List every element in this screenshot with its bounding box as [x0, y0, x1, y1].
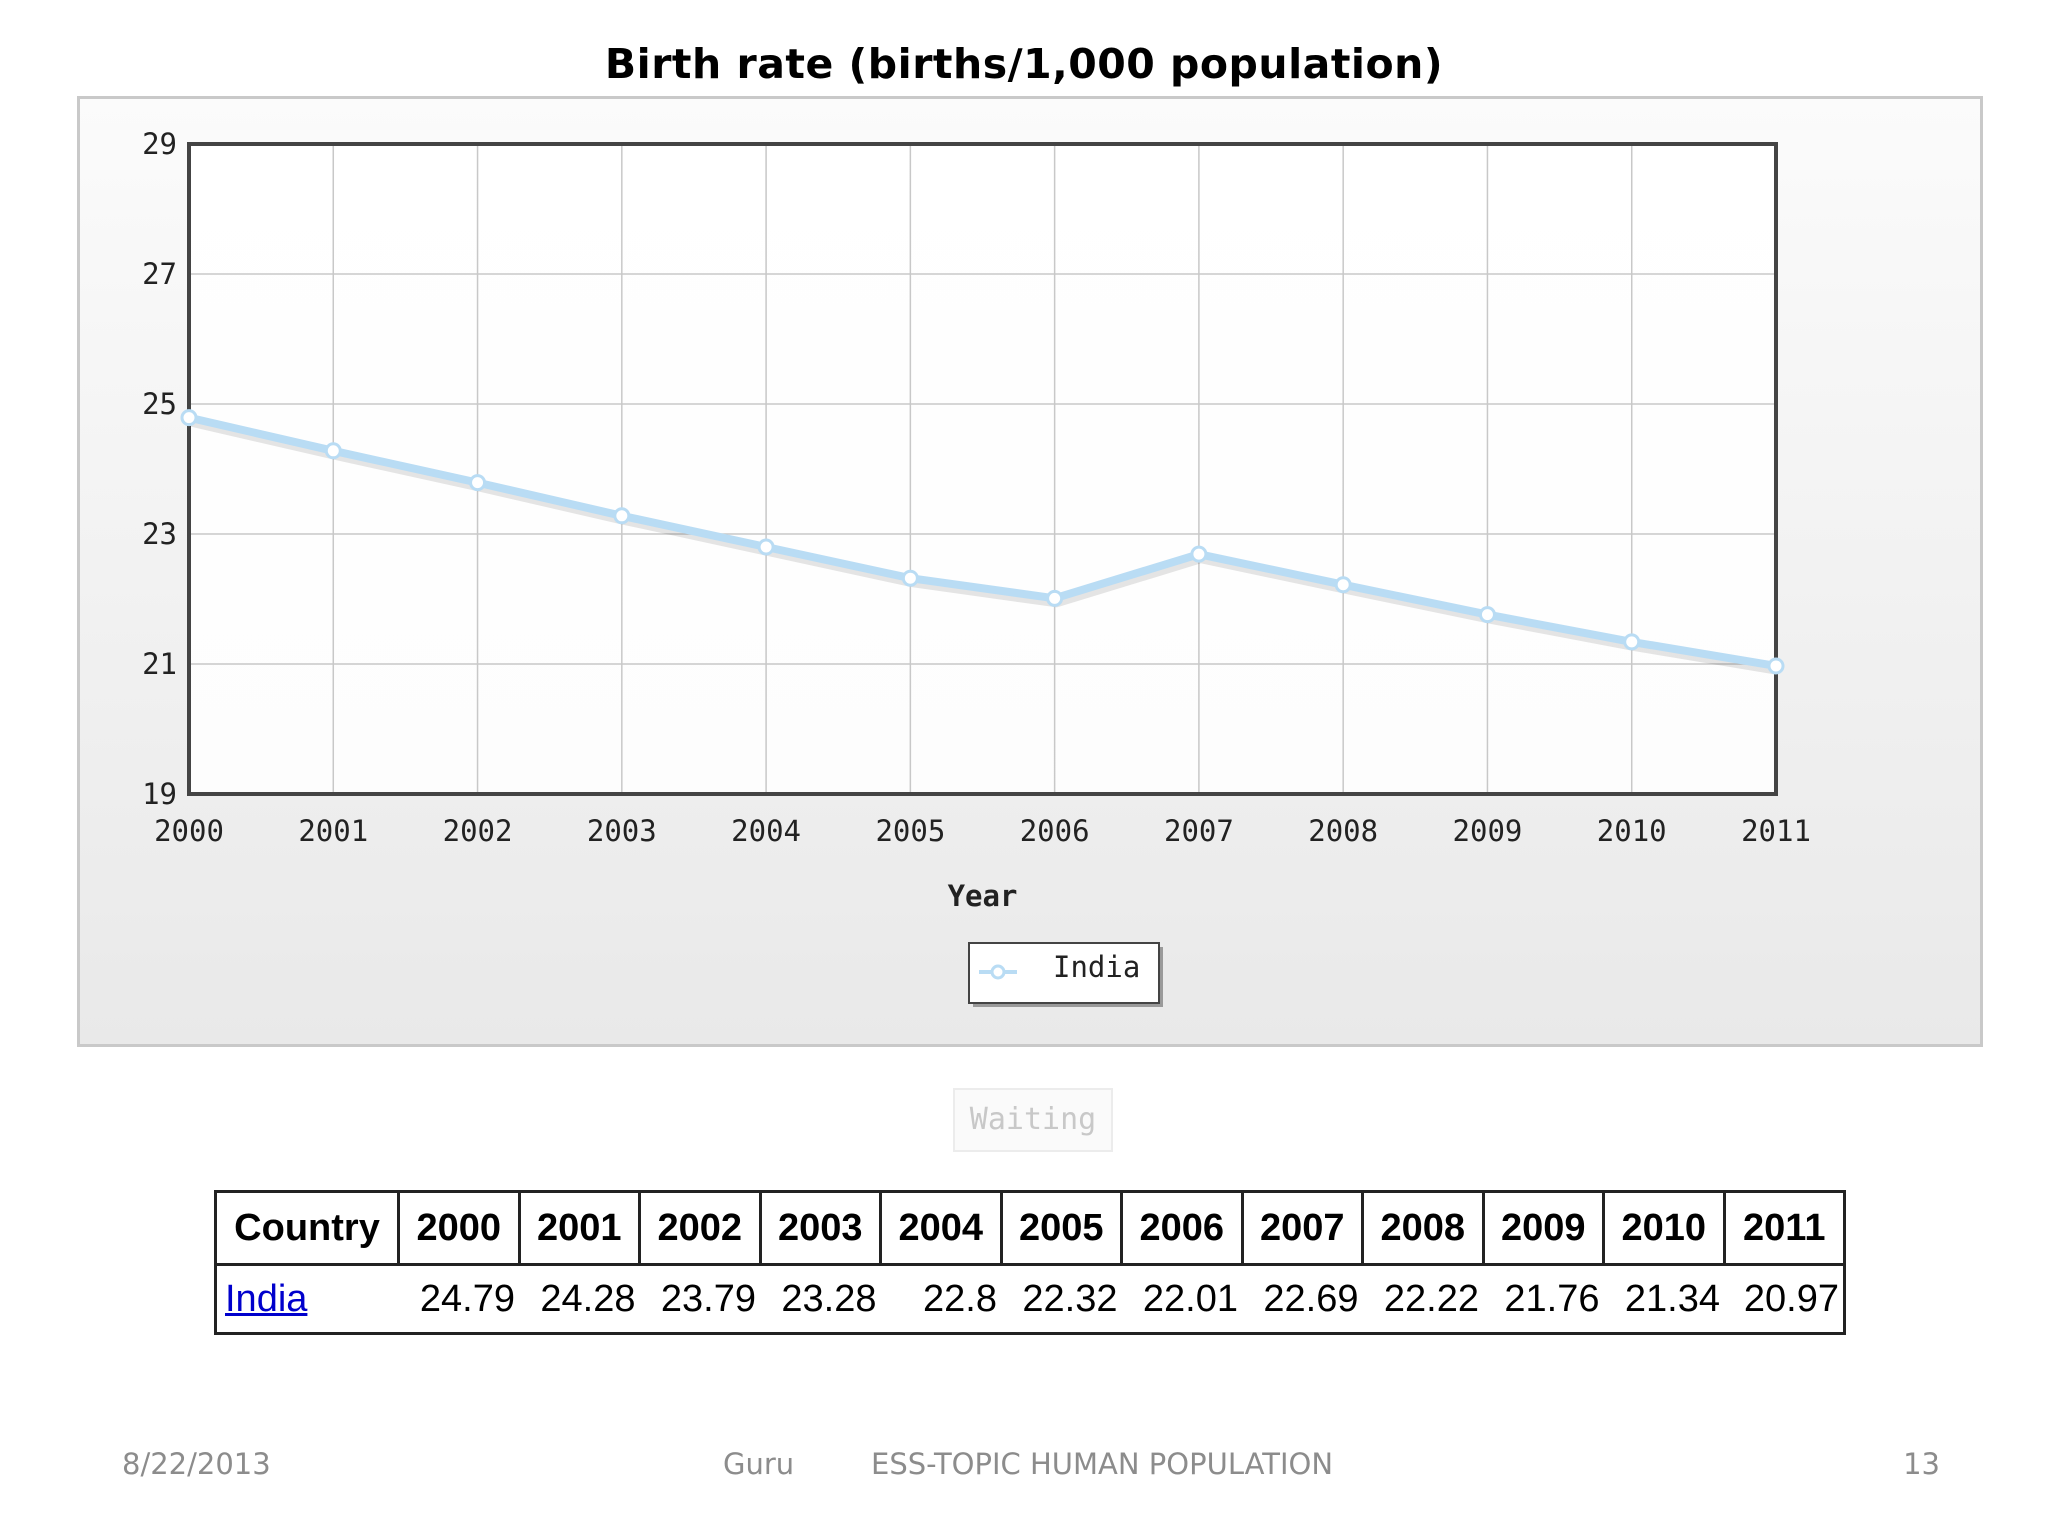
footer-date: 8/22/2013 — [122, 1447, 271, 1481]
footer-topic: ESS-TOPIC HUMAN POPULATION — [871, 1447, 1334, 1481]
x-tick-label: 2007 — [1164, 814, 1234, 848]
series-india — [180, 409, 1785, 675]
value-cell: 22.22 — [1383, 1277, 1479, 1320]
value-cell: 24.28 — [540, 1277, 636, 1320]
data-point — [1623, 633, 1641, 651]
chart-title: Birth rate (births/1,000 population) — [604, 40, 1444, 88]
chart-panel: 2000 2001 2002 2003 2004 2005 2006 2007 2008 2009… — [77, 96, 1983, 1047]
value-cell: 23.79 — [660, 1277, 756, 1320]
tick-labels: 2000 2001 2002 2003 2004 2005 2006 2007 2008 2009… — [142, 127, 1811, 848]
y-tick-label: 27 — [142, 257, 177, 291]
data-point — [757, 538, 775, 556]
data-point — [1334, 576, 1352, 594]
series-line-india — [188, 413, 1777, 670]
table-header-row: Country 2000 2001 2002 2003 2004 2005 2006 2007 2… — [214, 1190, 1846, 1266]
data-point — [1767, 657, 1785, 675]
year-header: 2006 — [1120, 1190, 1244, 1266]
y-tick-label: 19 — [142, 777, 177, 811]
value-cell: 22.01 — [1142, 1277, 1238, 1320]
country-link[interactable]: India — [225, 1277, 308, 1320]
value-cell: 22.8 — [923, 1277, 997, 1320]
plot-area — [189, 144, 1776, 794]
value-cell: 22.69 — [1263, 1277, 1359, 1320]
year-header: 2000 — [397, 1190, 521, 1266]
year-header: 2007 — [1240, 1190, 1364, 1266]
year-header: 2011 — [1722, 1190, 1846, 1266]
axes — [187, 142, 1778, 796]
value-cell: 20.97 — [1743, 1277, 1839, 1320]
line-chart: 2000 2001 2002 2003 2004 2005 2006 2007 2008 2009… — [142, 127, 1811, 1007]
x-tick-label: 2011 — [1741, 814, 1811, 848]
waiting-indicator: Waiting — [953, 1088, 1113, 1152]
year-header: 2009 — [1481, 1190, 1605, 1266]
series-shadow — [190, 418, 1779, 675]
x-tick-label: 2004 — [731, 814, 801, 848]
data-point — [1190, 545, 1208, 563]
country-cell: India — [216, 1265, 399, 1334]
x-tick-label: 2002 — [443, 814, 513, 848]
y-tick-label: 21 — [142, 647, 177, 681]
year-header: 2005 — [999, 1190, 1123, 1266]
x-axis-title: Year — [948, 879, 1018, 913]
legend-marker-icon — [990, 964, 1006, 980]
year-header: 2010 — [1602, 1190, 1726, 1266]
footer-author: Guru — [723, 1447, 795, 1481]
value-cell: 22.32 — [1022, 1277, 1118, 1320]
data-point — [180, 409, 198, 427]
legend-label: India — [1053, 950, 1140, 984]
x-tick-label: 2000 — [154, 814, 224, 848]
country-header: Country — [214, 1190, 400, 1266]
year-header: 2001 — [517, 1190, 641, 1266]
value-cell: 21.76 — [1504, 1277, 1600, 1320]
x-tick-label: 2010 — [1597, 814, 1667, 848]
x-tick-label: 2003 — [587, 814, 657, 848]
table-row: India 24.79 24.28 23.79 23.28 22.8 22.32 22.01… — [216, 1265, 1845, 1334]
year-header: 2004 — [879, 1190, 1003, 1266]
value-cell: 23.28 — [781, 1277, 877, 1320]
data-table: Country 2000 2001 2002 2003 2004 2005 2006 2007 2… — [214, 1190, 1846, 1335]
value-cell: 24.79 — [419, 1277, 515, 1320]
data-point — [1478, 606, 1496, 624]
plot-frame — [187, 142, 1778, 796]
data-point — [469, 474, 487, 492]
year-header: 2003 — [758, 1190, 882, 1266]
y-tick-label: 23 — [142, 517, 177, 551]
y-tick-label: 25 — [142, 387, 177, 421]
x-tick-label: 2008 — [1308, 814, 1378, 848]
slide-number: 13 — [1903, 1447, 1940, 1481]
year-header: 2008 — [1361, 1190, 1485, 1266]
legend[interactable]: India — [968, 942, 1163, 1007]
x-tick-label: 2005 — [875, 814, 945, 848]
grid-lines — [189, 144, 1776, 794]
year-header: 2002 — [638, 1190, 762, 1266]
data-point — [901, 569, 919, 587]
y-tick-label: 29 — [142, 127, 177, 161]
x-tick-label: 2009 — [1453, 814, 1523, 848]
data-point — [1046, 589, 1064, 607]
x-tick-label: 2006 — [1020, 814, 1090, 848]
value-cell: 21.34 — [1624, 1277, 1720, 1320]
data-point — [613, 507, 631, 525]
data-point — [324, 442, 342, 460]
x-tick-label: 2001 — [298, 814, 368, 848]
